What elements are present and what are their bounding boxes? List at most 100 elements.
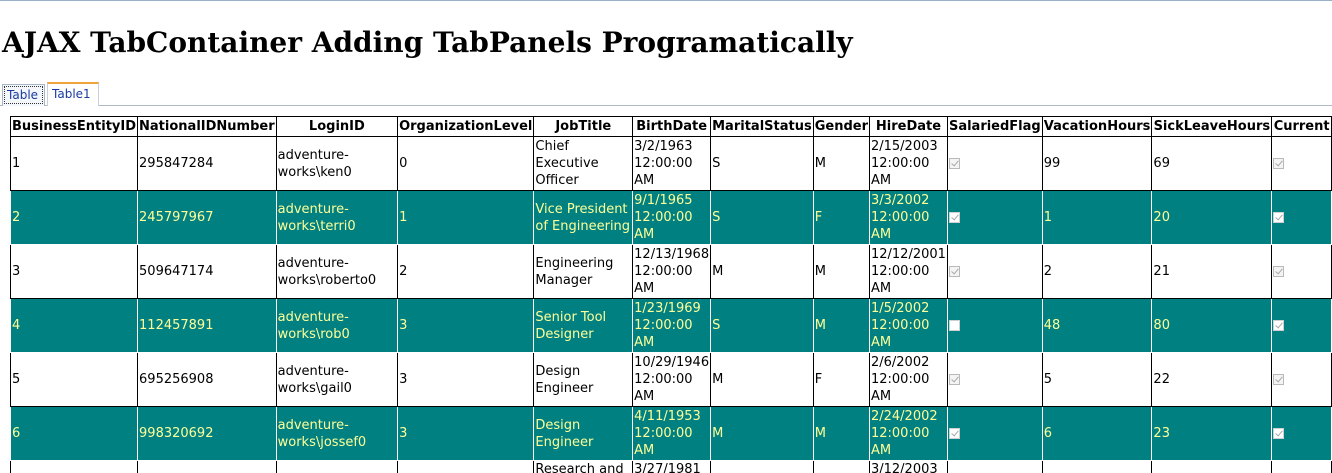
cell-current-flag: [1271, 298, 1332, 353]
cell-hire-date: 2/24/2002 12:00:00 AM: [868, 406, 948, 461]
cell-gender: F: [812, 352, 870, 407]
cell-birth-date: 3/27/1981: [632, 460, 712, 473]
cell-sick-leave-hours: 22: [1151, 352, 1273, 407]
column-header: BusinessEntityID: [9, 116, 139, 137]
cell-gender: M: [812, 298, 870, 353]
cell-business-entity-id: 1: [9, 136, 139, 191]
column-header: MaritalStatus: [710, 116, 814, 137]
tab-table1[interactable]: Table1: [47, 82, 99, 106]
cell-sick-leave-hours: 80: [1151, 298, 1273, 353]
cell-salaried-flag: [946, 244, 1043, 299]
cell-current-flag: [1271, 406, 1332, 461]
cell-gender: F: [812, 190, 870, 245]
table-row: 3 509647174 adventure-works\roberto0 2 Engin…: [9, 244, 1332, 299]
tab-panel-table1: BusinessEntityID NationalIDNumber LoginID O…: [0, 106, 1332, 473]
checkbox[interactable]: [1273, 374, 1285, 385]
checkbox[interactable]: [1273, 320, 1285, 331]
cell-vacation-hours: 99: [1041, 136, 1153, 191]
cell-birth-date: 10/29/1946 12:00:00 AM: [632, 352, 712, 407]
cell-organization-level: 0: [397, 136, 535, 191]
cell-current-flag: [1271, 460, 1332, 473]
cell-marital-status: M: [710, 244, 814, 299]
cell-vacation-hours: 48: [1041, 298, 1153, 353]
checkbox[interactable]: [1273, 158, 1285, 169]
column-header: SickLeaveHours: [1151, 116, 1273, 137]
checkbox[interactable]: [1273, 428, 1285, 439]
column-header: Gender: [812, 116, 870, 137]
column-header: LoginID: [275, 116, 399, 137]
cell-birth-date: 9/1/1965 12:00:00 AM: [632, 190, 712, 245]
checkbox[interactable]: [948, 428, 960, 439]
cell-vacation-hours: 2: [1041, 244, 1153, 299]
cell-gender: M: [812, 136, 870, 191]
cell-marital-status: M: [710, 406, 814, 461]
cell-salaried-flag: [946, 352, 1043, 407]
cell-national-id-number: 509647174: [137, 244, 277, 299]
cell-marital-status: S: [710, 298, 814, 353]
cell-hire-date: 12/12/2001 12:00:00 AM: [868, 244, 948, 299]
page-title: AJAX TabContainer Adding TabPanels Progr…: [2, 26, 853, 59]
table-row: 1 295847284 adventure-works\ken0 0 Chief Exe…: [9, 136, 1332, 191]
cell-salaried-flag: [946, 136, 1043, 191]
cell-gender: M: [812, 244, 870, 299]
cell-job-title: Senior Tool Designer: [533, 298, 634, 353]
table-row: 5 695256908 adventure-works\gail0 3 Design E…: [9, 352, 1332, 407]
cell-national-id-number: 695256908: [137, 352, 277, 407]
checkbox[interactable]: [948, 212, 960, 223]
cell-national-id-number: 998320692: [137, 406, 277, 461]
cell-gender: [812, 460, 870, 473]
cell-organization-level: 3: [397, 406, 535, 461]
checkbox[interactable]: [1273, 266, 1285, 277]
cell-job-title: Vice President of Engineering: [533, 190, 634, 245]
tab-table[interactable]: Table: [2, 84, 45, 106]
employee-grid: BusinessEntityID NationalIDNumber LoginID O…: [9, 116, 1332, 473]
cell-business-entity-id: 3: [9, 244, 139, 299]
column-header: HireDate: [868, 116, 948, 137]
cell-vacation-hours: 1: [1041, 190, 1153, 245]
cell-national-id-number: 245797967: [137, 190, 277, 245]
cell-national-id-number: 112457891: [137, 298, 277, 353]
cell-national-id-number: [137, 460, 277, 473]
column-header: JobTitle: [533, 116, 634, 137]
cell-hire-date: 2/6/2002 12:00:00 AM: [868, 352, 948, 407]
cell-login-id: adventure-works\terri0: [275, 190, 399, 245]
column-header: Current: [1271, 116, 1332, 137]
cell-business-entity-id: 6: [9, 406, 139, 461]
cell-current-flag: [1271, 190, 1332, 245]
cell-organization-level: 3: [397, 298, 535, 353]
cell-login-id: [275, 460, 399, 473]
cell-vacation-hours: [1041, 460, 1153, 473]
checkbox[interactable]: [948, 374, 960, 385]
checkbox[interactable]: [948, 266, 960, 277]
cell-login-id: adventure-works\ken0: [275, 136, 399, 191]
cell-organization-level: 2: [397, 244, 535, 299]
cell-sick-leave-hours: 23: [1151, 406, 1273, 461]
cell-birth-date: 12/13/1968 12:00:00 AM: [632, 244, 712, 299]
cell-login-id: adventure-works\rob0: [275, 298, 399, 353]
table-row: 6 998320692 adventure-works\jossef0 3 Design…: [9, 406, 1332, 461]
cell-salaried-flag: [946, 460, 1043, 473]
cell-organization-level: 3: [397, 352, 535, 407]
checkbox[interactable]: [948, 158, 960, 169]
cell-vacation-hours: 5: [1041, 352, 1153, 407]
cell-job-title: Chief Executive Officer: [533, 136, 634, 191]
checkbox[interactable]: [1273, 212, 1285, 223]
cell-birth-date: 1/23/1969 12:00:00 AM: [632, 298, 712, 353]
cell-hire-date: 1/5/2002 12:00:00 AM: [868, 298, 948, 353]
checkbox[interactable]: [948, 320, 960, 331]
column-header: BirthDate: [632, 116, 712, 137]
tab-strip: Table Table1: [0, 82, 1332, 106]
cell-login-id: adventure-works\roberto0: [275, 244, 399, 299]
cell-sick-leave-hours: [1151, 460, 1273, 473]
table-row: 2 245797967 adventure-works\terri0 1 Vice Pr…: [9, 190, 1332, 245]
cell-current-flag: [1271, 136, 1332, 191]
cell-sick-leave-hours: 69: [1151, 136, 1273, 191]
cell-hire-date: 2/15/2003 12:00:00 AM: [868, 136, 948, 191]
cell-hire-date: 3/3/2002 12:00:00 AM: [868, 190, 948, 245]
column-header: OrganizationLevel: [397, 116, 535, 137]
cell-marital-status: M: [710, 352, 814, 407]
header-row: BusinessEntityID NationalIDNumber LoginID O…: [9, 116, 1332, 137]
column-header: SalariedFlag: [946, 116, 1043, 137]
cell-organization-level: 1: [397, 190, 535, 245]
cell-job-title: Design Engineer: [533, 352, 634, 407]
